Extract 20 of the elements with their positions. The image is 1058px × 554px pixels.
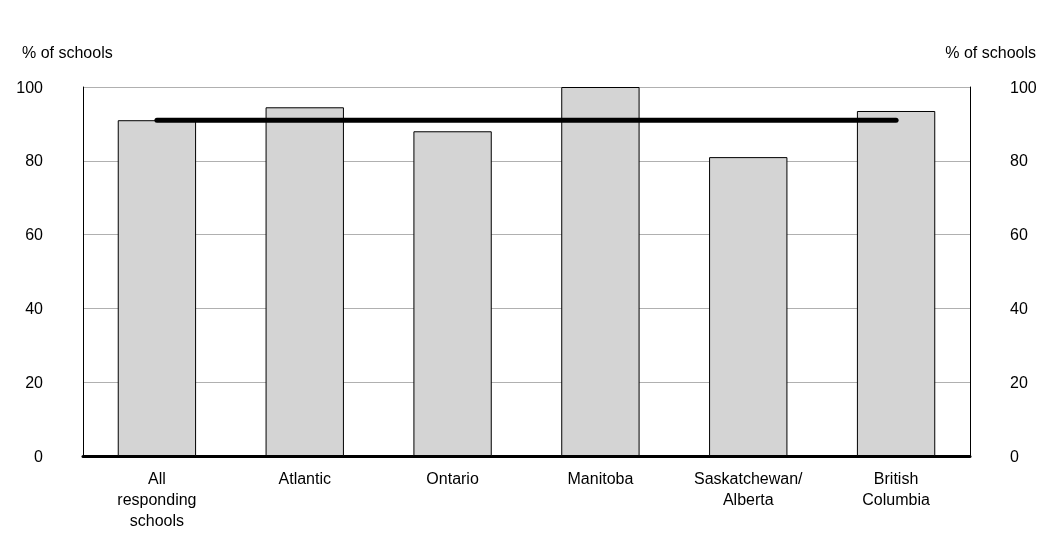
y-tick-label: 80: [25, 152, 44, 170]
y2-tick-label: 100: [1010, 78, 1037, 96]
x-tick-label: Saskatchewan/ Alberta: [693, 470, 804, 508]
x-tick-label: Ontario: [426, 470, 479, 487]
x-tick-label: All responding schools: [117, 470, 197, 529]
y2-tick-label: 0: [1010, 447, 1019, 465]
y2-tick-label: 60: [1010, 226, 1028, 244]
y-tick-label: 20: [25, 373, 44, 391]
y2-tick-label: 80: [1010, 152, 1028, 170]
y2-tick-label: 40: [1010, 299, 1028, 317]
y-tick-label: 0: [34, 447, 44, 465]
y2-tick-label: 20: [1010, 373, 1028, 391]
y-tick-label: 40: [25, 299, 44, 317]
x-tick-label: Manitoba: [567, 470, 634, 487]
y-tick-label: 100: [16, 78, 44, 96]
y-tick-label: 60: [25, 226, 44, 244]
x-tick-label: British Columbia: [862, 470, 930, 508]
y-axis-title: % of schools: [22, 43, 113, 61]
y2-axis-title: % of schools: [945, 43, 1037, 61]
x-tick-label: Atlantic: [278, 470, 331, 487]
